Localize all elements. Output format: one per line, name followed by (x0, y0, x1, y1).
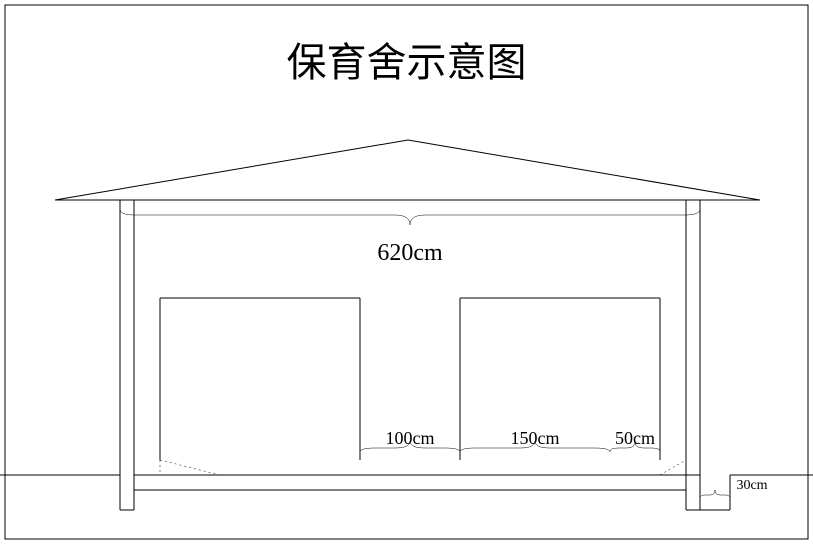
diagram-title: 保育舍示意图 (0, 30, 813, 88)
dim-total-label: 620cm (330, 240, 490, 267)
dim-50-label: 50cm (555, 428, 715, 449)
dim-30-label: 30cm (672, 478, 813, 494)
diagram-container: 保育舍示意图 620cm 100cm 150cm 50cm 30cm (0, 0, 813, 544)
